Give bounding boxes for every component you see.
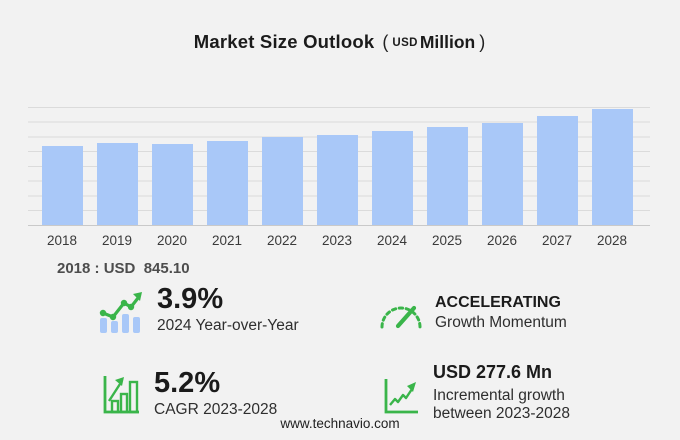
- momentum-label: Growth Momentum: [435, 314, 567, 332]
- stat-yoy: 3.9% 2024 Year-over-Year: [98, 284, 299, 336]
- momentum-value: ACCELERATING: [435, 294, 561, 311]
- chart-xlabels: 2018 2019 2020 2021 2022 2023 2024 2025 2026 2027…: [28, 226, 650, 248]
- bar-2019: [96, 143, 138, 225]
- xaxis-label-2022: 2022: [266, 233, 298, 248]
- incremental-label: Incremental growth between 2023-2028: [433, 386, 571, 422]
- title-unit-prefix: USD: [392, 37, 418, 49]
- xaxis-label-2024: 2024: [376, 233, 408, 248]
- bar-2018: [41, 146, 83, 225]
- page-title: Market Size Outlook (USD Million): [0, 31, 680, 53]
- base-year-annotation: 2018 : USD 845.10: [57, 260, 190, 277]
- bar-2021: [206, 141, 248, 225]
- bar-2028: [591, 109, 633, 225]
- title-main: Market Size Outlook: [193, 31, 375, 52]
- cagr-label: CAGR 2023-2028: [154, 401, 278, 419]
- title-paren-close: ): [479, 32, 486, 52]
- cagr-value: 5.2%: [154, 367, 221, 399]
- yoy-label: 2024 Year-over-Year: [157, 317, 299, 335]
- yoy-value: 3.9%: [157, 283, 224, 315]
- xaxis-label-2018: 2018: [46, 233, 78, 248]
- bar-2026: [481, 123, 523, 225]
- line-growth-icon: [382, 376, 420, 423]
- speedometer-icon: [378, 297, 422, 332]
- title-unit: Million: [419, 32, 476, 52]
- stat-incremental: USD 277.6 Mn Incremental growth between …: [382, 362, 613, 423]
- bars-trend-icon: [98, 291, 144, 336]
- market-size-chart: 2018 2019 2020 2021 2022 2023 2024 2025 2026 2027…: [28, 107, 650, 248]
- xaxis-label-2028: 2028: [596, 233, 628, 248]
- xaxis-label-2027: 2027: [541, 233, 573, 248]
- xaxis-label-2025: 2025: [431, 233, 463, 248]
- bar-2020: [151, 144, 193, 225]
- stat-momentum: ACCELERATING Growth Momentum: [378, 293, 567, 332]
- chart-plot: [28, 107, 650, 226]
- bar-2027: [536, 116, 578, 225]
- bar-2024: [371, 131, 413, 225]
- bar-2025: [426, 127, 468, 225]
- xaxis-label-2020: 2020: [156, 233, 188, 248]
- xaxis-label-2023: 2023: [321, 233, 353, 248]
- incremental-value: USD 277.6 Mn: [433, 362, 553, 382]
- xaxis-label-2021: 2021: [211, 233, 243, 248]
- xaxis-label-2026: 2026: [486, 233, 518, 248]
- xaxis-label-2019: 2019: [101, 233, 133, 248]
- bar-growth-icon: [101, 373, 141, 420]
- footer-url: www.technavio.com: [280, 416, 400, 431]
- title-paren-open: (: [382, 32, 389, 52]
- bar-2022: [261, 137, 303, 225]
- stat-cagr: 5.2% CAGR 2023-2028: [101, 368, 277, 420]
- bar-2023: [316, 135, 358, 225]
